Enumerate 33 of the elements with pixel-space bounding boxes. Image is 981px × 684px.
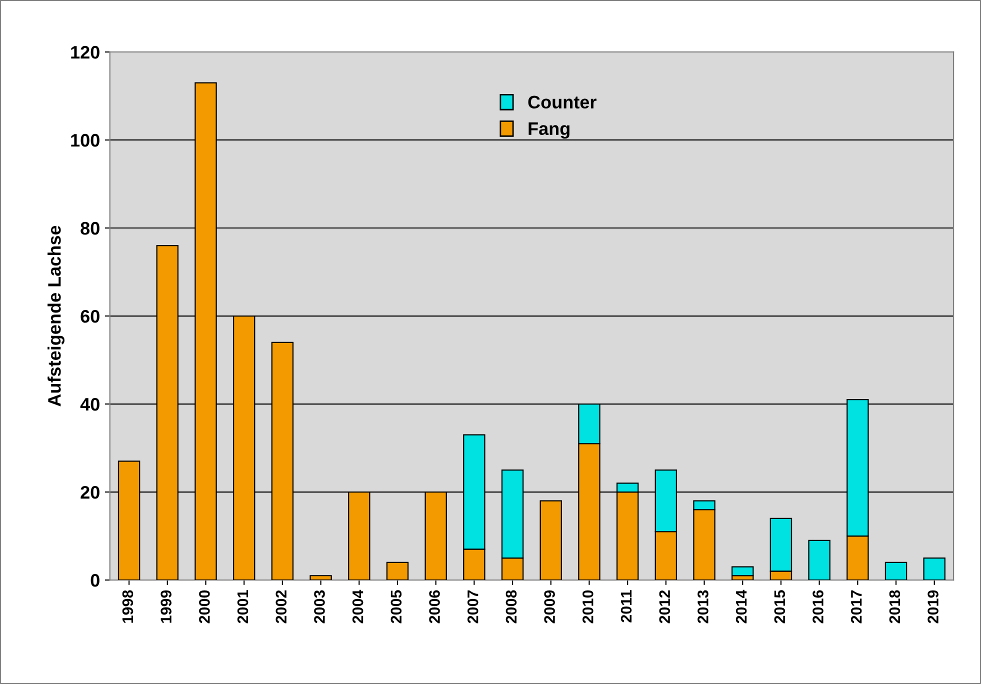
x-tick-label: 1998 [122, 590, 134, 623]
x-tick-label: 1999 [160, 590, 172, 623]
x-tick-label: 2010 [582, 590, 594, 624]
x-tick-label: 2019 [928, 590, 938, 624]
legend-label: Counter [528, 96, 596, 109]
x-tick-label: 2011 [620, 590, 632, 622]
x-tick-label: 2012 [659, 590, 670, 624]
legend-label: Fang [528, 122, 570, 139]
x-tick-label: 2008 [506, 590, 517, 624]
y-axis-title: Aufsteigende Lachse [48, 226, 64, 406]
x-tick-label: 2017 [850, 590, 862, 624]
x-tick-label: 2018 [889, 590, 900, 624]
x-tick-label: 2006 [429, 590, 440, 624]
x-tick-label: 2015 [774, 590, 786, 624]
x-tick-label: 2003 [314, 590, 325, 624]
y-tick-label: 20 [80, 486, 100, 499]
bar [732, 566, 754, 576]
y-tick-label: 0 [90, 574, 100, 587]
x-tick-label: 2000 [199, 590, 210, 624]
x-tick-label: 2013 [698, 590, 708, 624]
x-tick-label: 2014 [736, 590, 747, 624]
y-tick-label: 60 [80, 310, 100, 323]
x-tick-label: 2004 [352, 590, 364, 624]
y-tick-label: 80 [80, 222, 100, 235]
y-tick-label: 40 [80, 398, 100, 411]
x-tick-label: 2005 [390, 590, 402, 624]
x-tick-label: 2007 [467, 590, 478, 624]
x-tick-label: 2016 [812, 590, 824, 624]
y-tick-label: 100 [71, 134, 100, 147]
y-tick-label: 120 [71, 46, 100, 59]
x-tick-label: 2001 [237, 590, 248, 624]
x-tick-label: 2002 [276, 590, 287, 624]
x-tick-label: 2009 [544, 590, 555, 624]
